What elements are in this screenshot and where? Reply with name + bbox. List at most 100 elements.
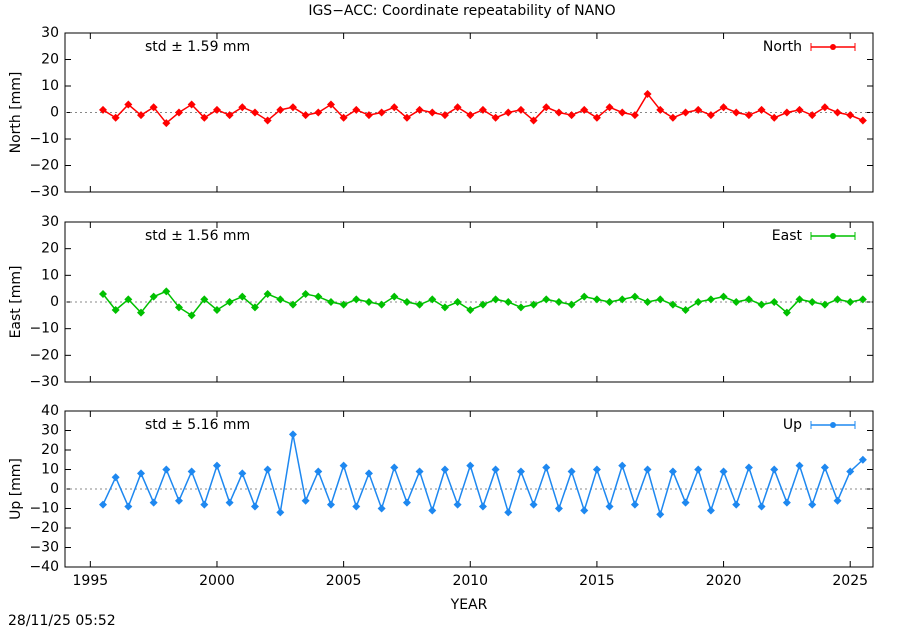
data-point	[288, 103, 297, 112]
data-point	[808, 298, 817, 306]
legend-label: East	[772, 228, 803, 244]
data-point	[605, 298, 614, 306]
std-annotation: std ± 5.16 mm	[145, 417, 250, 433]
data-point	[795, 105, 804, 114]
data-point	[364, 469, 373, 478]
data-point	[440, 465, 449, 474]
data-point	[592, 295, 601, 304]
y-axis-label: Up [mm]	[8, 458, 24, 520]
data-point	[149, 292, 158, 301]
data-point	[276, 105, 285, 114]
data-point	[681, 108, 690, 117]
data-point	[453, 103, 462, 112]
data-point	[212, 461, 221, 470]
data-point	[795, 461, 804, 470]
data-point	[491, 295, 500, 304]
y-tick-label: 10	[41, 462, 59, 478]
data-point	[200, 500, 209, 509]
y-tick-label: 0	[50, 294, 59, 310]
data-point	[390, 292, 399, 301]
data-point	[136, 308, 145, 317]
x-tick-label: 2000	[199, 573, 235, 589]
data-point	[605, 103, 614, 112]
data-point	[681, 498, 690, 507]
data-point	[770, 465, 779, 474]
y-tick-label: −20	[29, 520, 59, 536]
y-axis-label: North [mm]	[8, 72, 24, 154]
data-point	[415, 300, 424, 309]
data-point	[288, 430, 297, 439]
data-point	[326, 500, 335, 509]
data-point	[276, 295, 285, 304]
data-point	[314, 292, 323, 301]
data-point	[98, 500, 107, 509]
data-point	[263, 465, 272, 474]
data-point	[542, 295, 551, 304]
data-point	[618, 461, 627, 470]
data-point	[402, 298, 411, 306]
data-point	[250, 108, 259, 117]
series-line	[102, 434, 864, 518]
data-point	[187, 311, 196, 320]
data-point	[428, 295, 437, 304]
data-point	[504, 508, 513, 517]
y-tick-label: 10	[41, 78, 59, 94]
data-point	[478, 300, 487, 309]
data-point	[326, 100, 335, 109]
data-point	[326, 298, 335, 306]
data-point	[808, 500, 817, 509]
data-point	[98, 290, 107, 298]
data-point	[516, 303, 525, 312]
data-point	[111, 473, 120, 482]
data-point	[744, 295, 753, 304]
data-point	[136, 469, 145, 478]
data-point	[98, 105, 107, 114]
y-tick-label: −10	[29, 501, 59, 517]
data-point	[732, 500, 741, 509]
y-tick-label: −40	[29, 559, 59, 575]
data-point	[567, 467, 576, 476]
data-point	[111, 306, 120, 314]
data-point	[377, 504, 386, 513]
data-point	[681, 306, 690, 314]
data-point	[187, 100, 196, 109]
data-point	[377, 108, 386, 117]
data-point	[364, 298, 373, 306]
data-point	[238, 292, 247, 301]
legend-marker	[830, 422, 836, 428]
y-axis-label: East [mm]	[8, 266, 24, 339]
data-point	[567, 300, 576, 309]
data-point	[795, 295, 804, 304]
data-point	[149, 103, 158, 112]
y-tick-label: −30	[29, 374, 59, 390]
data-point	[390, 463, 399, 472]
legend-marker	[830, 233, 836, 239]
data-point	[618, 295, 627, 304]
data-point	[466, 461, 475, 470]
y-tick-label: −10	[29, 321, 59, 337]
x-tick-label: 2015	[579, 573, 615, 589]
data-point	[668, 467, 677, 476]
y-tick-label: −30	[29, 540, 59, 556]
y-tick-label: 40	[41, 403, 59, 419]
data-point	[567, 111, 576, 120]
data-point	[428, 506, 437, 515]
data-point	[554, 504, 563, 513]
data-point	[694, 465, 703, 474]
data-point	[529, 500, 538, 509]
data-point	[706, 295, 715, 304]
std-annotation: std ± 1.56 mm	[145, 228, 250, 244]
data-point	[706, 111, 715, 120]
data-point	[288, 300, 297, 309]
data-point	[390, 103, 399, 112]
data-point	[757, 300, 766, 309]
y-tick-label: 30	[41, 423, 59, 439]
data-point	[618, 108, 627, 117]
data-point	[504, 298, 513, 306]
y-tick-label: −30	[29, 184, 59, 200]
data-point	[668, 300, 677, 309]
data-point	[162, 287, 171, 296]
data-point	[250, 502, 259, 511]
data-point	[453, 298, 462, 306]
data-point	[706, 506, 715, 515]
